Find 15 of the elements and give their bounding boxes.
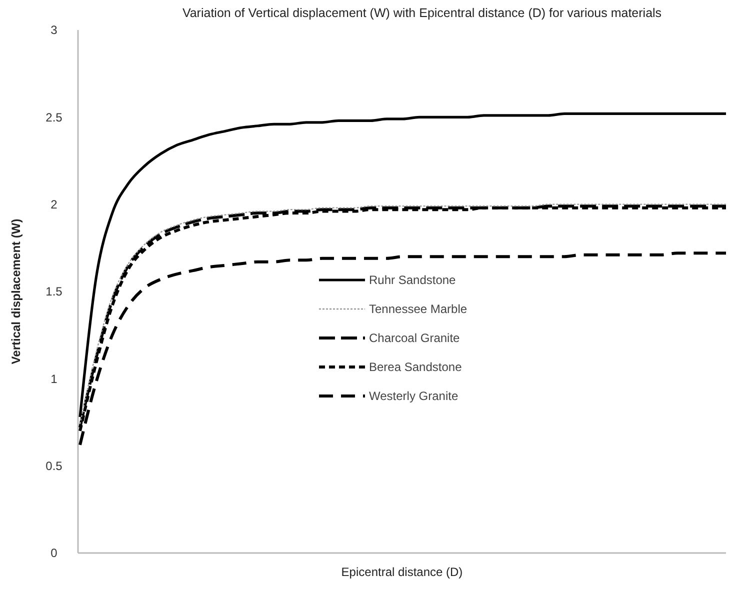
- y-tick-label: 3: [50, 23, 58, 38]
- y-tick-label: 2.5: [46, 110, 63, 124]
- y-tick-label: 1.5: [46, 284, 63, 299]
- y-tick-label: 1: [50, 372, 58, 386]
- y-tick-label: 2: [50, 198, 58, 212]
- chart-title: Variation of Vertical displacement (W) with Epicentral distance (D) for various materials: [182, 6, 662, 20]
- legend-label: Ruhr Sandstone: [369, 273, 456, 288]
- legend-label: Westerly Granite: [369, 389, 458, 404]
- legend-label: Charcoal Granite: [369, 331, 460, 346]
- y-tick-label: 0: [50, 546, 58, 560]
- legend-label: Tennessee Marble: [369, 302, 468, 316]
- legend-label: Berea Sandstone: [369, 360, 462, 374]
- y-axis-title: Vertical displacement (W): [9, 218, 23, 364]
- y-tick-label: 0.5: [46, 459, 63, 474]
- x-axis-title: Epicentral distance (D): [341, 565, 463, 579]
